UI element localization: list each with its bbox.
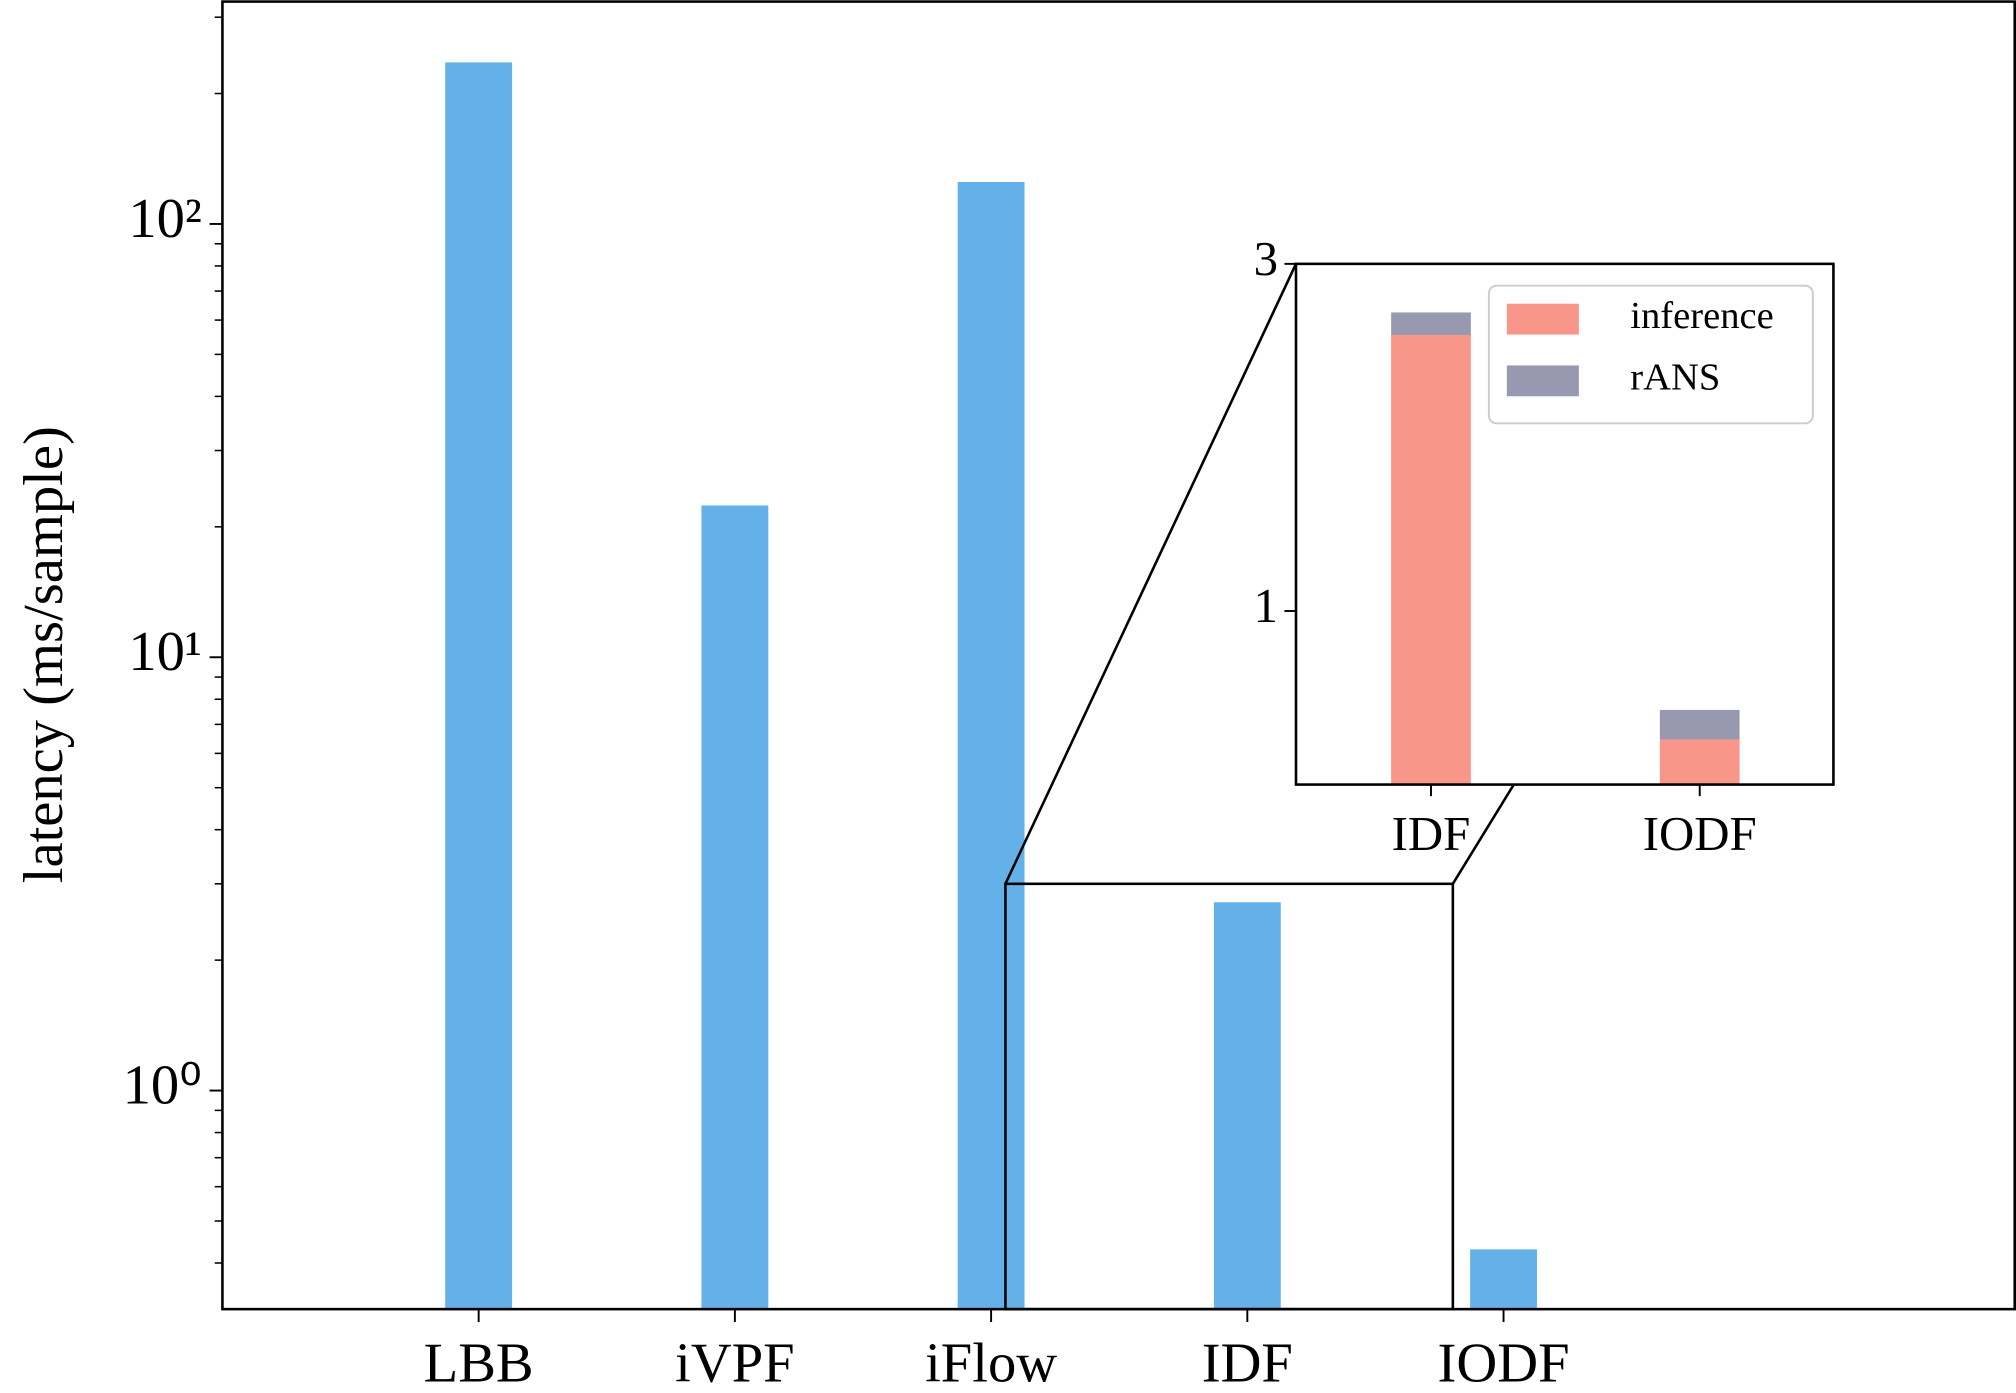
- y-tick-label: 10⁰: [123, 1055, 202, 1117]
- x-tick-label: LBB: [424, 1332, 534, 1393]
- bar: [1470, 1249, 1537, 1310]
- x-tick-label: iVPF: [675, 1332, 794, 1393]
- x-tick-label: IODF: [1643, 806, 1757, 861]
- x-tick-label: IODF: [1438, 1332, 1570, 1393]
- bar-segment: [1659, 739, 1740, 785]
- y-tick-label: 3: [1254, 231, 1278, 286]
- bar: [1213, 902, 1281, 1310]
- inset-frame: [1294, 262, 1835, 786]
- zoom-connector: [1004, 263, 1298, 885]
- bar: [445, 62, 513, 1310]
- x-tick-label: IDF: [1202, 1332, 1293, 1393]
- y-axis-label: latency (ms/sample): [13, 426, 75, 883]
- bar-segment: [1391, 335, 1471, 785]
- zoom-box: [1004, 882, 1455, 1311]
- y-tick-label: 10²: [128, 188, 202, 250]
- x-tick-label: IDF: [1392, 806, 1471, 861]
- bar-segment: [1659, 709, 1740, 740]
- legend-swatch: [1506, 365, 1579, 397]
- bar: [701, 505, 769, 1310]
- x-tick-label: iFlow: [925, 1332, 1057, 1393]
- bar: [957, 181, 1025, 1310]
- legend-label: rANS: [1630, 357, 1720, 399]
- legend-label: inference: [1630, 295, 1773, 337]
- legend-swatch: [1506, 303, 1579, 335]
- bar-segment: [1391, 312, 1471, 336]
- y-tick-label: 1: [1254, 578, 1278, 633]
- y-tick-label: 10¹: [128, 621, 202, 683]
